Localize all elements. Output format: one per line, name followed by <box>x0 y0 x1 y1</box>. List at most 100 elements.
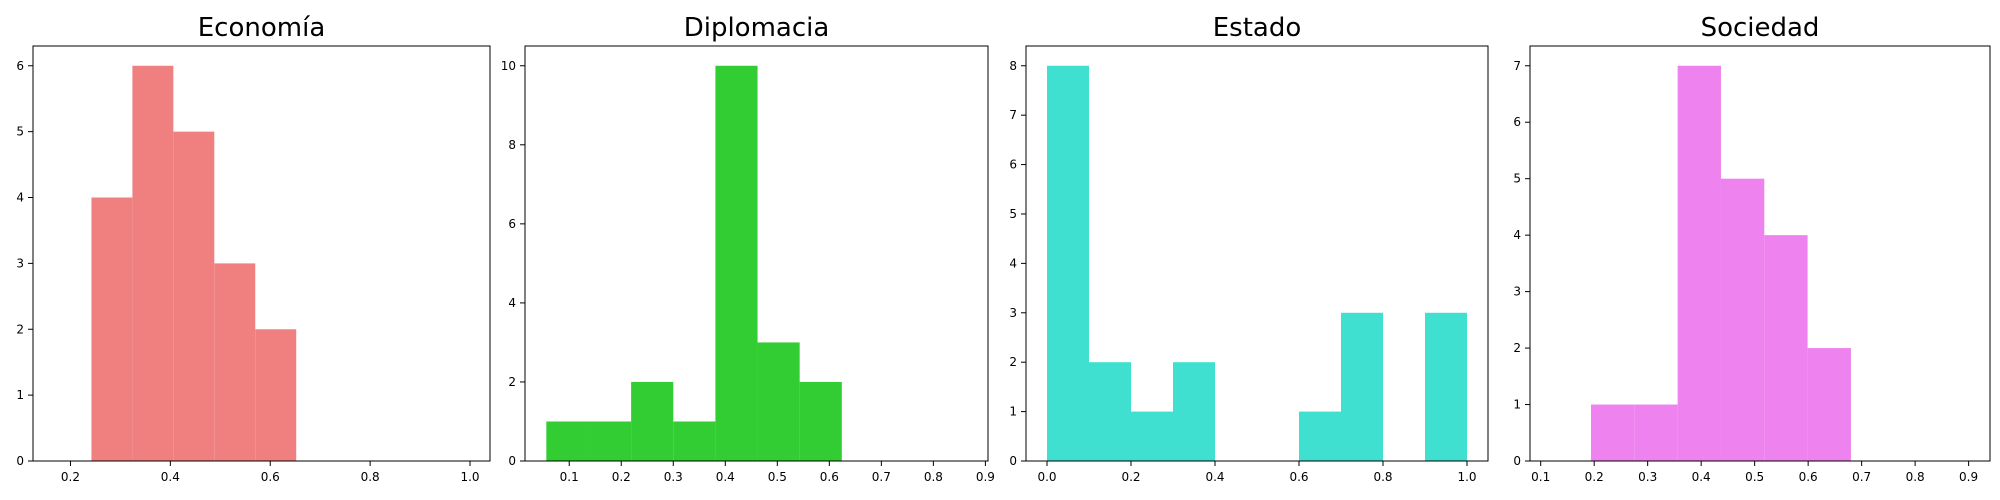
x-tick-label: 0.3 <box>1638 470 1657 484</box>
y-tick-label: 4 <box>16 191 24 205</box>
x-tick-label: 0.1 <box>560 470 579 484</box>
ticks-group: 0.2 0.4 0.6 0.8 1.0 0 1 2 3 4 5 6 <box>16 59 479 484</box>
bars-group <box>91 65 297 461</box>
histogram-bar <box>715 65 758 461</box>
histogram-bar <box>1425 312 1467 461</box>
panel-title: Estado <box>1213 13 1302 43</box>
x-tick-label: 0.3 <box>664 470 683 484</box>
x-tick-label: 0.4 <box>1692 470 1711 484</box>
y-tick-label: 4 <box>1009 256 1017 270</box>
x-tick-label: 0.5 <box>1745 470 1764 484</box>
y-tick-label: 0 <box>16 454 24 468</box>
y-tick-label: 4 <box>1513 228 1521 242</box>
y-tick-label: 0 <box>1513 454 1521 468</box>
histogram-bar <box>173 131 215 461</box>
y-tick-label: 1 <box>16 388 24 402</box>
x-tick-label: 0.4 <box>161 470 180 484</box>
bars-group <box>546 65 842 461</box>
y-tick-label: 2 <box>1009 355 1017 369</box>
panel-title: Diplomacia <box>684 13 830 43</box>
x-tick-label: 0.2 <box>61 470 80 484</box>
histogram-bar <box>757 342 800 461</box>
y-tick-label: 6 <box>16 59 24 73</box>
panel-title: Economía <box>198 13 326 43</box>
ticks-group: 0.1 0.2 0.3 0.4 0.5 0.6 0.7 0.8 0.9 0 2 4 6 8 10 <box>501 59 995 484</box>
ticks-group: 0.1 0.2 0.3 0.4 0.5 0.6 0.7 0.8 0.9 0 1 2 3 4 5 6 7 <box>1513 59 1978 484</box>
histogram-bar <box>588 421 632 461</box>
axes-frame <box>524 45 989 462</box>
histogram-bar <box>1634 404 1678 461</box>
panel-diplomacia: Diplomacia 0.1 0.2 0.3 0.4 0.5 0.6 0.7 0.8 0.9 0 2… <box>501 13 995 484</box>
histogram-bar <box>1590 404 1635 461</box>
histogram-bar <box>1677 65 1721 461</box>
panel-economia: Economía 0.2 0.4 0.6 0.8 1.0 0 1 2 3 4 5 6 <box>16 13 491 484</box>
x-tick-label: 0.5 <box>768 470 787 484</box>
histogram-bar <box>1341 312 1383 461</box>
x-tick-label: 0.2 <box>612 470 631 484</box>
y-tick-label: 3 <box>16 256 24 270</box>
histogram-bar <box>255 329 297 461</box>
histogram-bar <box>673 421 716 461</box>
x-tick-label: 0.1 <box>1531 470 1550 484</box>
axes-frame <box>32 45 491 462</box>
y-tick-label: 3 <box>1009 306 1017 320</box>
panel-sociedad: Sociedad 0.1 0.2 0.3 0.4 0.5 0.6 0.7 0.8 0.9 0 1 2 3… <box>1513 13 1991 484</box>
x-tick-label: 1.0 <box>460 470 479 484</box>
x-tick-label: 0.9 <box>976 470 995 484</box>
histogram-bar <box>1299 411 1341 461</box>
y-tick-label: 7 <box>1513 59 1521 73</box>
y-tick-label: 6 <box>1513 115 1521 129</box>
x-tick-label: 0.9 <box>1959 470 1978 484</box>
y-tick-label: 5 <box>1009 207 1017 221</box>
y-tick-label: 8 <box>1009 59 1017 73</box>
x-tick-label: 0.6 <box>1799 470 1818 484</box>
axes-frame <box>1529 45 1991 462</box>
x-tick-label: 0.4 <box>1205 470 1224 484</box>
x-tick-label: 0.2 <box>1585 470 1604 484</box>
histogram-bar <box>91 197 133 461</box>
x-tick-label: 0.6 <box>1289 470 1308 484</box>
bars-group <box>1590 65 1851 461</box>
histogram-bar <box>1807 348 1851 461</box>
histogram-bar <box>1764 235 1808 461</box>
histogram-bar <box>546 421 589 461</box>
y-tick-label: 10 <box>501 59 516 73</box>
x-tick-label: 0.6 <box>820 470 839 484</box>
histogram-bar <box>1089 362 1131 461</box>
y-tick-label: 2 <box>16 322 24 336</box>
histogram-bar <box>1047 65 1089 461</box>
x-tick-label: 0.8 <box>924 470 943 484</box>
y-tick-label: 5 <box>16 125 24 139</box>
x-tick-label: 0.7 <box>872 470 891 484</box>
panel-title: Sociedad <box>1701 13 1820 43</box>
x-tick-label: 0.7 <box>1852 470 1871 484</box>
x-tick-label: 0.6 <box>261 470 280 484</box>
histogram-bar <box>1173 362 1215 461</box>
histogram-bar <box>214 263 256 461</box>
x-tick-label: 1.0 <box>1457 470 1476 484</box>
y-tick-label: 6 <box>1009 158 1017 172</box>
histogram-bar <box>132 65 174 461</box>
x-tick-label: 0.2 <box>1121 470 1140 484</box>
panel-estado: Estado 0.0 0.2 0.4 0.6 0.8 1.0 0 1 2 3 4 5 6 7 8 <box>1009 13 1489 484</box>
x-tick-label: 0.0 <box>1037 470 1056 484</box>
x-tick-label: 0.4 <box>716 470 735 484</box>
histogram-bar <box>799 381 842 461</box>
histogram-bar <box>1720 178 1765 461</box>
y-tick-label: 5 <box>1513 172 1521 186</box>
histogram-bar <box>1131 411 1173 461</box>
histogram-bar <box>631 381 674 461</box>
x-tick-label: 0.8 <box>1373 470 1392 484</box>
axes-frame <box>1025 45 1489 462</box>
y-tick-label: 3 <box>1513 285 1521 299</box>
y-tick-label: 7 <box>1009 108 1017 122</box>
y-tick-label: 0 <box>1009 454 1017 468</box>
ticks-group: 0.0 0.2 0.4 0.6 0.8 1.0 0 1 2 3 4 5 6 7 8 <box>1009 59 1476 484</box>
y-tick-label: 8 <box>508 138 516 152</box>
y-tick-label: 2 <box>508 375 516 389</box>
y-tick-label: 2 <box>1513 341 1521 355</box>
x-tick-label: 0.8 <box>1906 470 1925 484</box>
y-tick-label: 0 <box>508 454 516 468</box>
y-tick-label: 1 <box>1513 398 1521 412</box>
